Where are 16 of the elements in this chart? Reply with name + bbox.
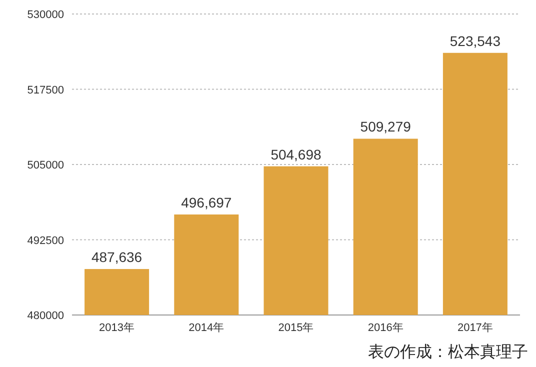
data-label: 509,279 — [360, 118, 412, 135]
text: 表の作成：松本真理子 — [368, 343, 528, 361]
y-tick-label: 492500 — [27, 234, 64, 247]
x-tick-label: 2016年 — [368, 322, 404, 334]
y-tick-label: 517500 — [27, 84, 64, 96]
y-tick-label: 480000 — [27, 310, 64, 322]
x-tick-label: 2017年 — [457, 322, 493, 334]
y-tick-label: 505000 — [27, 160, 64, 172]
data-label: 487,636 — [91, 249, 142, 266]
data-label: 523,543 — [450, 32, 501, 49]
x-tick-label: 2013年 — [99, 322, 135, 334]
x-tick-label: 2015年 — [278, 322, 314, 334]
y-tick-label: 530000 — [27, 9, 64, 21]
data-label: 496,697 — [181, 194, 232, 210]
x-tick-label: 2014年 — [188, 322, 224, 334]
data-label: 504,698 — [270, 146, 322, 162]
